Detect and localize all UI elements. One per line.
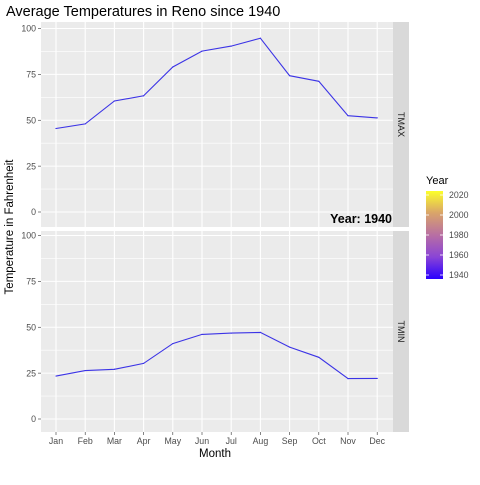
data-point — [55, 375, 57, 377]
data-point — [347, 378, 349, 380]
y-tick-label: 25 — [26, 368, 36, 378]
facet-strip — [393, 231, 409, 432]
data-point — [143, 95, 145, 97]
series-line-tmin — [55, 331, 378, 380]
data-point — [318, 356, 320, 358]
y-tick-label: 75 — [26, 70, 36, 80]
panel-background — [41, 22, 393, 227]
x-axis: Jan Feb Mar Apr May Jun Jul Aug Sep Oct Nov Dec — [49, 432, 386, 446]
legend-tick-label: 1940 — [449, 270, 469, 280]
data-point — [113, 368, 115, 370]
x-axis-label: Month — [199, 448, 231, 460]
y-tick-label: 100 — [21, 231, 36, 241]
panel-background — [41, 231, 393, 432]
year-annotation: Year: 1940 — [330, 212, 392, 226]
facet-strip-label: TMAX — [396, 112, 406, 137]
x-tick-label: Nov — [340, 436, 356, 446]
data-point — [376, 117, 378, 119]
data-point — [201, 333, 203, 336]
data-point — [318, 80, 320, 82]
panel-tmax: 0 25 50 75 100 TMAX — [21, 22, 409, 227]
legend-tick-label: 2000 — [449, 210, 469, 220]
data-point — [172, 66, 174, 68]
y-tick-label: 0 — [31, 207, 36, 217]
data-point — [113, 100, 115, 102]
data-point — [201, 50, 203, 52]
facet-strip — [393, 22, 409, 227]
legend-tick-label: 1960 — [449, 250, 469, 260]
legend-tick-label: 1980 — [449, 230, 469, 240]
x-tick-label: Apr — [137, 436, 151, 446]
x-tick-label: May — [164, 436, 181, 446]
data-point — [143, 362, 145, 364]
data-point — [347, 115, 349, 117]
data-point — [230, 332, 232, 334]
legend-colorbar — [426, 191, 443, 279]
legend-title: Year — [426, 175, 449, 187]
x-tick-label: Jul — [226, 436, 237, 446]
data-point — [230, 45, 232, 47]
facet-strip-label: TMIN — [396, 321, 406, 343]
y-tick-label: 50 — [26, 115, 36, 125]
series-line-tmax — [55, 37, 378, 130]
y-tick-label: 0 — [31, 414, 36, 424]
data-point — [289, 346, 291, 348]
x-tick-label: Dec — [369, 436, 385, 446]
data-point — [84, 123, 86, 125]
x-tick-label: Oct — [312, 436, 326, 446]
data-point — [259, 37, 261, 39]
x-tick-label: Feb — [78, 436, 93, 446]
y-tick-label: 75 — [26, 277, 36, 287]
year-legend: Year 2020 2000 1980 1960 1940 — [426, 175, 469, 280]
x-tick-label: Sep — [282, 436, 298, 446]
data-point — [84, 369, 86, 372]
chart-title: Average Temperatures in Reno since 1940 — [6, 4, 280, 20]
y-tick-label: 50 — [26, 322, 36, 332]
panel-tmin: 0 25 50 75 100 TMIN — [21, 231, 409, 432]
y-tick-label: 100 — [21, 24, 36, 34]
data-point — [55, 127, 57, 130]
data-point — [172, 342, 174, 345]
data-point — [259, 331, 261, 333]
y-tick-label: 25 — [26, 161, 36, 171]
y-axis-label: Temperature in Fahrenheit — [4, 159, 16, 295]
x-tick-label: Jan — [49, 436, 63, 446]
x-tick-label: Aug — [253, 436, 269, 446]
data-point — [289, 75, 291, 77]
x-tick-label: Mar — [107, 436, 122, 446]
data-point — [376, 377, 378, 380]
x-tick-label: Jun — [195, 436, 209, 446]
legend-tick-label: 2020 — [449, 190, 469, 200]
